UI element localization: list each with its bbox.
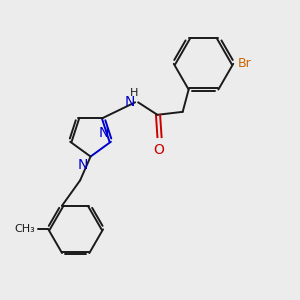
Text: N: N [77, 158, 88, 172]
Text: N: N [125, 95, 135, 109]
Text: N: N [98, 126, 109, 140]
Text: CH₃: CH₃ [14, 224, 35, 234]
Text: Br: Br [238, 57, 251, 70]
Text: O: O [154, 143, 164, 157]
Text: H: H [130, 88, 138, 98]
